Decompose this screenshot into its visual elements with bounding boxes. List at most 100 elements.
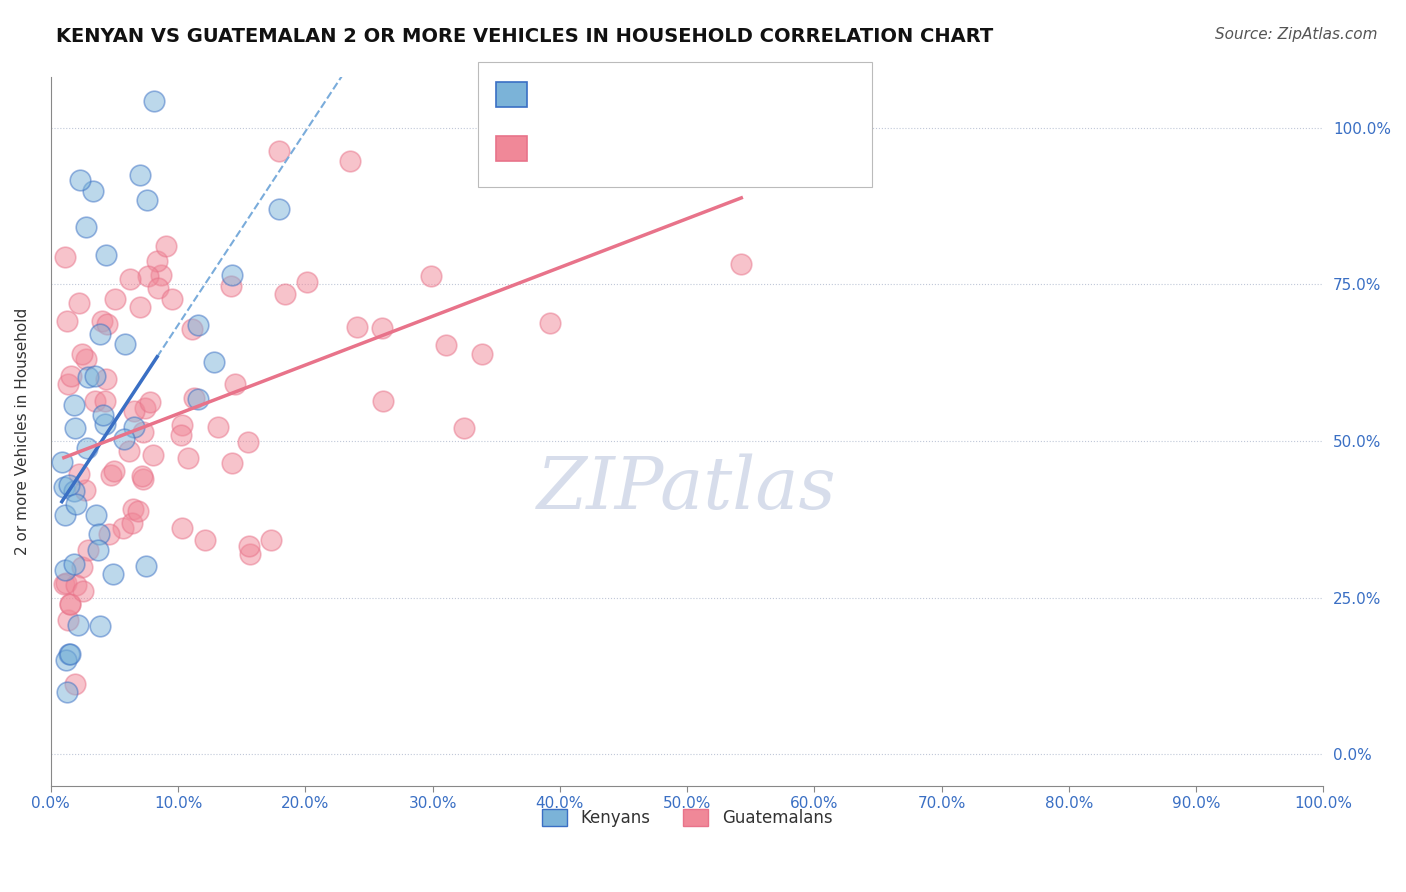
Point	[132, 425, 155, 439]
Point	[53, 480, 76, 494]
Point	[52, 576, 75, 591]
Point	[84, 393, 107, 408]
Point	[73, 483, 96, 497]
Point	[538, 316, 561, 330]
Point	[93, 417, 115, 431]
Point	[118, 272, 141, 286]
Point	[55, 653, 77, 667]
Point	[221, 278, 243, 293]
Point	[100, 468, 122, 483]
Point	[238, 539, 260, 553]
Point	[297, 275, 319, 289]
Y-axis label: 2 or more Vehicles in Household: 2 or more Vehicles in Household	[15, 308, 30, 555]
Point	[112, 432, 135, 446]
Point	[187, 318, 209, 332]
Point	[419, 268, 441, 283]
Point	[89, 327, 111, 342]
Point	[77, 542, 100, 557]
Point	[56, 377, 79, 392]
Point	[62, 484, 84, 499]
Point	[82, 184, 104, 198]
Point	[127, 504, 149, 518]
Point	[131, 468, 153, 483]
Point	[101, 566, 124, 581]
Point	[146, 280, 169, 294]
Point	[574, 120, 596, 135]
Point	[55, 250, 77, 264]
Point	[236, 435, 259, 450]
Point	[53, 508, 76, 522]
Point	[259, 533, 281, 548]
Point	[112, 521, 135, 535]
Point	[55, 576, 77, 591]
Point	[98, 527, 121, 541]
Point	[139, 395, 162, 409]
Point	[221, 268, 243, 282]
Point	[146, 254, 169, 268]
Point	[136, 194, 159, 208]
Point	[221, 456, 243, 470]
Point	[181, 322, 204, 336]
Point	[128, 168, 150, 182]
Point	[53, 563, 76, 577]
Point	[67, 618, 90, 632]
Point	[346, 320, 368, 334]
Point	[59, 647, 82, 661]
Point	[149, 268, 172, 283]
Point	[121, 516, 143, 530]
Point	[70, 347, 93, 361]
Point	[122, 404, 145, 418]
Point	[267, 202, 290, 217]
Point	[94, 372, 117, 386]
Point	[370, 321, 392, 335]
Point	[94, 394, 117, 409]
Point	[122, 420, 145, 434]
Point	[83, 368, 105, 383]
Text: Source: ZipAtlas.com: Source: ZipAtlas.com	[1215, 27, 1378, 42]
Point	[72, 560, 94, 574]
Point	[51, 455, 73, 469]
Point	[136, 269, 159, 284]
Point	[274, 287, 297, 301]
Point	[96, 317, 118, 331]
Point	[371, 394, 394, 409]
Point	[87, 526, 110, 541]
Point	[65, 421, 87, 435]
Text: KENYAN VS GUATEMALAN 2 OR MORE VEHICLES IN HOUSEHOLD CORRELATION CHART: KENYAN VS GUATEMALAN 2 OR MORE VEHICLES …	[56, 27, 994, 45]
Point	[59, 597, 82, 611]
Point	[56, 314, 79, 328]
Point	[160, 292, 183, 306]
Point	[69, 172, 91, 186]
Point	[267, 145, 290, 159]
Point	[58, 478, 80, 492]
Point	[76, 370, 98, 384]
Point	[75, 351, 97, 366]
Point	[170, 427, 193, 442]
Legend: Kenyans, Guatemalans: Kenyans, Guatemalans	[536, 803, 839, 834]
Point	[177, 451, 200, 466]
Text: R =  0.423   N = 77: R = 0.423 N = 77	[538, 138, 716, 156]
Point	[59, 597, 82, 611]
Point	[56, 685, 79, 699]
Point	[172, 417, 194, 432]
Point	[72, 584, 94, 599]
Point	[142, 94, 165, 108]
Point	[135, 559, 157, 574]
Point	[187, 392, 209, 407]
Text: ZIPatlas: ZIPatlas	[537, 453, 837, 524]
Point	[170, 521, 193, 535]
Point	[453, 421, 475, 435]
Point	[75, 220, 97, 235]
Point	[86, 508, 108, 523]
Point	[86, 543, 108, 558]
Point	[114, 337, 136, 351]
Point	[434, 338, 457, 352]
Point	[62, 558, 84, 572]
Point	[63, 676, 86, 690]
Point	[730, 257, 752, 271]
Point	[238, 547, 260, 561]
Point	[129, 300, 152, 314]
Point	[89, 618, 111, 632]
Point	[59, 369, 82, 384]
Point	[91, 408, 114, 422]
